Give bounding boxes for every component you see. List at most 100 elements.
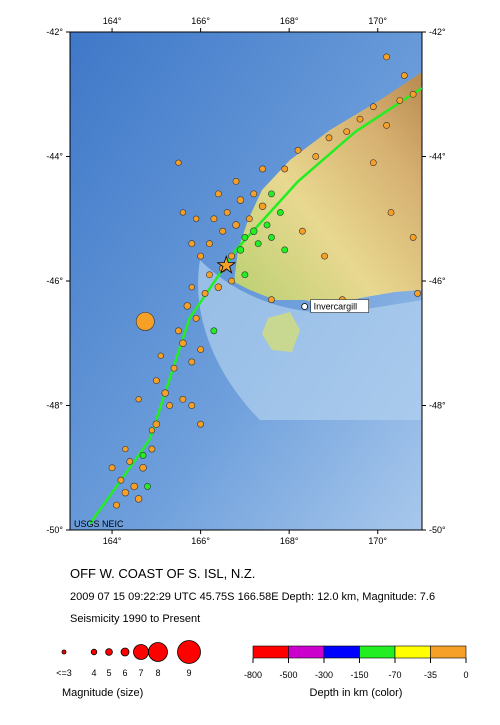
earthquake (170, 364, 178, 372)
lon-tick-label: 170° (368, 16, 387, 26)
earthquake (157, 352, 164, 359)
lon-tick-label: 164° (103, 16, 122, 26)
earthquake (281, 165, 289, 173)
earthquake (236, 246, 245, 254)
depth-legend-swatch (394, 645, 431, 659)
earthquake (241, 271, 249, 279)
earthquake (206, 240, 213, 248)
earthquake (299, 227, 306, 235)
earthquake (232, 221, 240, 229)
earthquake (276, 209, 284, 216)
depth-legend-swatch (430, 645, 467, 659)
land (234, 72, 422, 306)
earthquake (130, 482, 138, 491)
magnitude-legend-label: 4 (91, 668, 96, 678)
depth-legend-swatch (288, 645, 325, 659)
earthquake (122, 445, 129, 453)
magnitude-legend-circle (90, 648, 98, 656)
earthquake (197, 420, 205, 428)
earthquake (206, 271, 213, 279)
plate-boundary (88, 86, 422, 525)
lon-tick-label: 170° (368, 536, 387, 546)
magnitude-legend-title: Magnitude (size) (62, 687, 143, 699)
earthquake (166, 402, 174, 409)
earthquake (175, 327, 182, 335)
earthquake (135, 312, 155, 331)
lat-tick-label: -44° (429, 152, 446, 162)
details: 2009 07 15 09:22:29 UTC 45.75S 166.58E D… (70, 591, 435, 603)
magnitude-legend-label: 6 (122, 668, 127, 678)
lat-tick-label: -48° (46, 401, 63, 411)
depth-legend-label: -35 (424, 670, 437, 680)
magnitude-legend-label: 8 (155, 668, 160, 678)
city-label: Invercargill (314, 302, 358, 312)
city-dot (301, 303, 309, 310)
earthquake (214, 190, 222, 198)
magnitude-legend-circle (148, 642, 168, 662)
earthquake (281, 246, 289, 254)
earthquake (126, 458, 134, 465)
earthquake (325, 134, 333, 142)
lon-tick-label: 166° (191, 16, 210, 26)
earthquake (383, 53, 390, 61)
earthquake (135, 396, 142, 403)
earthquake (409, 90, 417, 98)
lon-tick-label: 166° (191, 536, 210, 546)
lat-tick-label: -50° (46, 525, 63, 535)
layer: 164° 164° 166° 166° 168° 168° 170° 170° -42° -42°… (46, 16, 468, 680)
mainshock-star (216, 255, 237, 274)
earthquake (232, 177, 240, 185)
earthquake (188, 240, 196, 248)
earthquake (219, 227, 227, 235)
map (70, 32, 422, 530)
magnitude-legend-circle (133, 644, 149, 660)
earthquake (268, 190, 275, 198)
shelf (198, 260, 422, 420)
stewart-island (262, 312, 300, 352)
earthquake (113, 501, 120, 509)
earthquake (250, 190, 258, 198)
earthquake (197, 346, 205, 353)
earthquake (254, 240, 262, 248)
earthquake (188, 284, 195, 291)
earthquake (356, 115, 364, 123)
earthquake (250, 227, 258, 235)
lat-tick-label: -42° (46, 27, 63, 37)
earthquake (183, 302, 192, 310)
lat-tick-label: -48° (429, 401, 446, 411)
earthquake (175, 159, 182, 166)
depth-legend-title: Depth in km (color) (310, 687, 403, 699)
earthquake (312, 153, 320, 160)
magnitude-legend-label: 7 (138, 668, 143, 678)
earthquake (188, 402, 196, 409)
earthquake (414, 290, 421, 297)
earthquake (383, 121, 390, 129)
magnitude-legend-label: 5 (106, 668, 111, 678)
depth-legend-label: -500 (279, 670, 297, 680)
earthquake (268, 234, 275, 241)
earthquake (148, 445, 156, 453)
depth-legend-swatch (323, 645, 360, 659)
earthquake (134, 495, 143, 503)
earthquake (139, 451, 147, 459)
earthquake (192, 314, 200, 322)
earthquake (223, 209, 231, 216)
earthquake (369, 159, 377, 167)
earthquake (387, 209, 395, 216)
earthquake (193, 215, 200, 222)
depth-legend-label: -150 (350, 670, 368, 680)
credit: USGS NEIC (74, 519, 124, 529)
magnitude-legend-circle (120, 647, 130, 657)
lat-tick-label: -46° (429, 276, 446, 286)
earthquake (241, 234, 249, 241)
earthquake (263, 221, 271, 229)
period: Seismicity 1990 to Present (70, 613, 200, 625)
earthquake (152, 420, 161, 428)
depth-legend-label: -70 (388, 670, 401, 680)
earthquake (258, 202, 267, 211)
earthquake (121, 488, 130, 497)
depth-legend-label: -800 (244, 670, 262, 680)
depth-legend-label: 0 (463, 670, 468, 680)
title: OFF W. COAST OF S. ISL, N.Z. (70, 566, 255, 581)
earthquake (369, 103, 377, 111)
